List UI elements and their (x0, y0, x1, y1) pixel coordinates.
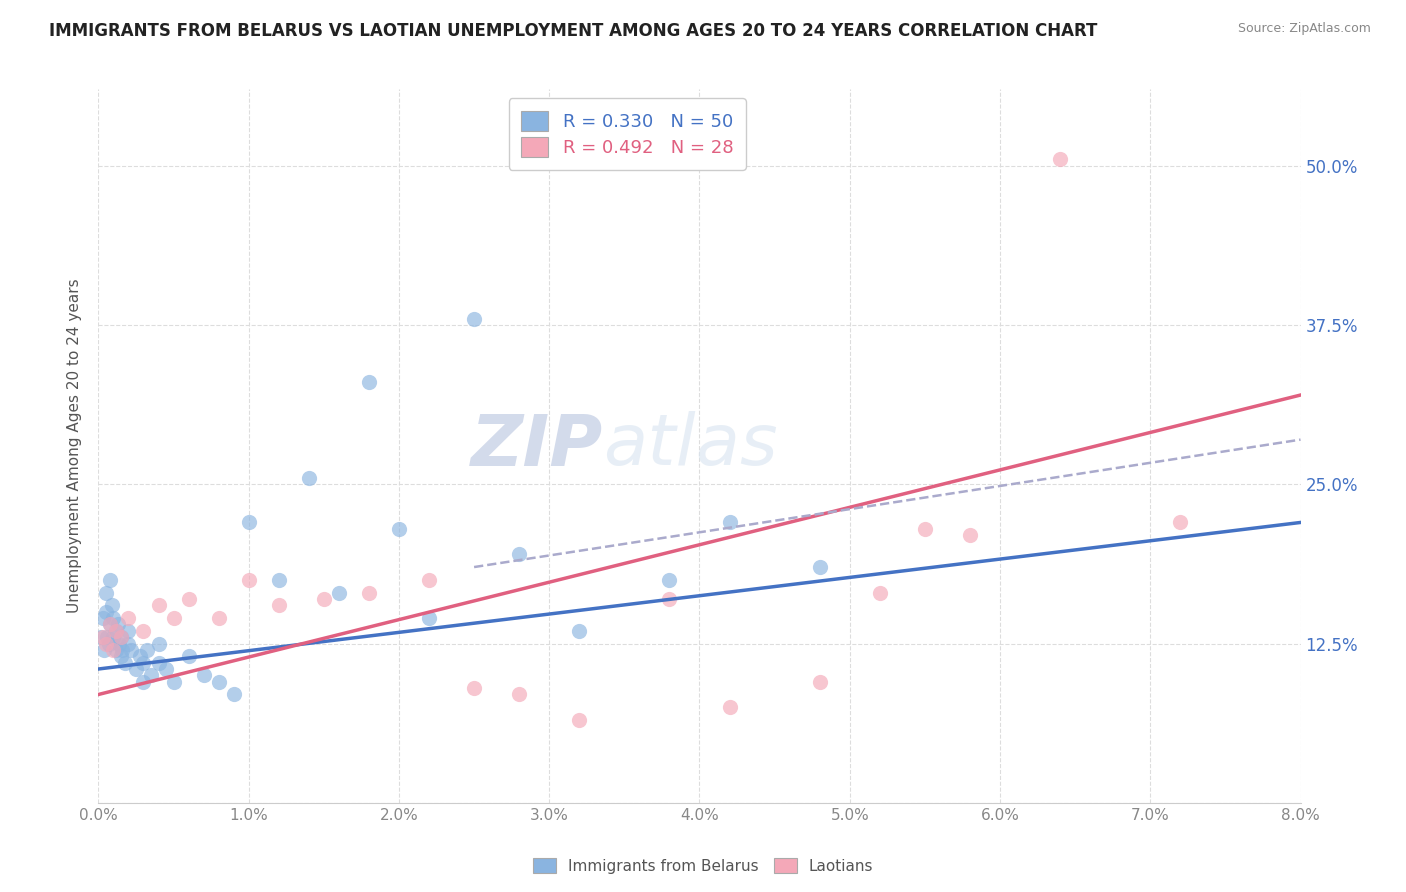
Point (135, 643, 157, 657)
Point (193, 668, 215, 682)
Point (91, 611, 114, 625)
Point (238, 516, 260, 530)
Point (132, 624, 155, 638)
Point (114, 656, 136, 670)
Point (357, 376, 380, 390)
Point (132, 674, 155, 689)
Point (125, 662, 148, 676)
Point (208, 674, 231, 689)
Point (508, 547, 530, 561)
Point (94, 585, 117, 599)
Point (100, 617, 122, 632)
Point (568, 713, 591, 727)
Point (155, 662, 177, 676)
Point (177, 591, 200, 606)
Point (105, 643, 128, 657)
Point (121, 643, 143, 657)
Point (117, 624, 139, 638)
Point (658, 591, 681, 606)
Point (103, 611, 125, 625)
Point (238, 573, 260, 587)
Point (162, 674, 184, 689)
Point (100, 617, 122, 632)
Point (328, 585, 350, 599)
Point (418, 573, 440, 587)
Point (139, 668, 162, 682)
Point (463, 311, 485, 326)
Point (959, 528, 981, 542)
Point (110, 630, 132, 644)
Point (111, 643, 134, 657)
Point (568, 624, 591, 638)
Text: Source: ZipAtlas.com: Source: ZipAtlas.com (1237, 22, 1371, 36)
Point (869, 585, 891, 599)
Point (718, 700, 741, 714)
Point (94, 636, 117, 650)
Point (718, 516, 741, 530)
Point (103, 643, 125, 657)
Point (93, 643, 115, 657)
Text: ZIP: ZIP (471, 411, 603, 481)
Point (658, 573, 681, 587)
Point (1049, 153, 1071, 167)
Point (129, 649, 152, 664)
Point (267, 573, 290, 587)
Point (148, 599, 170, 613)
Point (298, 471, 321, 485)
Point (267, 599, 290, 613)
Point (105, 624, 128, 638)
Point (105, 624, 128, 638)
Point (101, 599, 124, 613)
Point (914, 522, 936, 536)
Point (808, 560, 831, 574)
Point (117, 636, 139, 650)
Point (132, 656, 155, 670)
Point (148, 656, 170, 670)
Point (357, 585, 380, 599)
Text: IMMIGRANTS FROM BELARUS VS LAOTIAN UNEMPLOYMENT AMONG AGES 20 TO 24 YEARS CORREL: IMMIGRANTS FROM BELARUS VS LAOTIAN UNEMP… (49, 22, 1098, 40)
Point (177, 649, 200, 664)
Point (91, 630, 114, 644)
Point (110, 630, 132, 644)
Point (108, 636, 131, 650)
Point (418, 611, 440, 625)
Point (96, 630, 118, 644)
Legend: Immigrants from Belarus, Laotians: Immigrants from Belarus, Laotians (527, 852, 879, 880)
Point (388, 522, 411, 536)
Point (110, 649, 132, 664)
Y-axis label: Unemployment Among Ages 20 to 24 years: Unemployment Among Ages 20 to 24 years (67, 278, 83, 614)
Point (222, 688, 245, 702)
Point (508, 688, 530, 702)
Point (808, 674, 831, 689)
Point (463, 681, 485, 695)
Text: atlas: atlas (603, 411, 778, 481)
Point (148, 636, 170, 650)
Point (100, 573, 122, 587)
Point (162, 611, 184, 625)
Point (107, 617, 129, 632)
Point (1168, 516, 1191, 530)
Point (208, 611, 231, 625)
Point (312, 591, 335, 606)
Point (103, 630, 125, 644)
Legend: R = 0.330   N = 50, R = 0.492   N = 28: R = 0.330 N = 50, R = 0.492 N = 28 (509, 98, 747, 169)
Point (117, 611, 139, 625)
Point (97, 636, 120, 650)
Point (94, 605, 117, 619)
Point (90, 630, 112, 644)
